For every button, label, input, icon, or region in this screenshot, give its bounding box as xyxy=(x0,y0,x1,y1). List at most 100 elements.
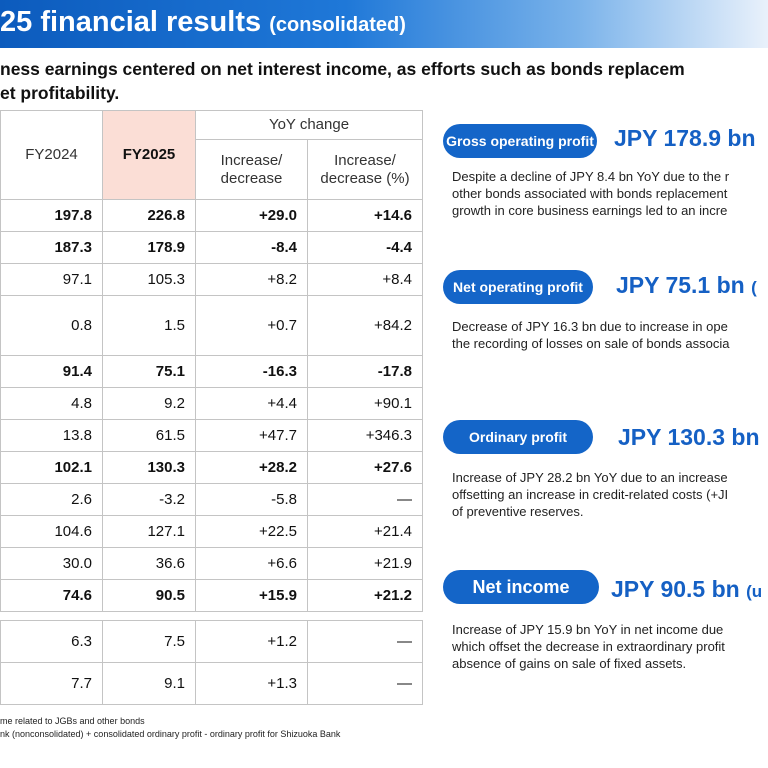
table-row: 74.6 90.5 +15.9 +21.2 xyxy=(0,579,423,612)
cell-fy2025: 9.1 xyxy=(102,662,196,705)
gross-operating-profit-value: JPY 178.9 bn xyxy=(614,125,756,151)
cell-inc: +47.7 xyxy=(195,419,308,452)
cell-fy2025: 178.9 xyxy=(102,231,196,264)
desc-line: Increase of JPY 28.2 bn YoY due to an in… xyxy=(452,470,728,485)
desc-line: of preventive reserves. xyxy=(452,504,584,519)
page-subtitle: (consolidated) xyxy=(269,14,406,36)
net-operating-profit-suffix: ( xyxy=(751,278,757,297)
cell-fy2025: 90.5 xyxy=(102,579,196,612)
net-income-label: Net income xyxy=(443,570,599,604)
table-row: 102.1 130.3 +28.2 +27.6 xyxy=(0,451,423,484)
cell-fy2025: 9.2 xyxy=(102,387,196,420)
col-increase-pct-header: Increase/ decrease (%) xyxy=(307,139,423,200)
table-row: 91.4 75.1 -16.3 -17.8 xyxy=(0,355,423,388)
ordinary-profit-label: Ordinary profit xyxy=(443,420,593,454)
cell-fy2025: 7.5 xyxy=(102,620,196,663)
table-row: 6.3 7.5 +1.2 ― xyxy=(0,620,423,663)
cell-inc: +6.6 xyxy=(195,547,308,580)
ordinary-profit-desc: Increase of JPY 28.2 bn YoY due to an in… xyxy=(452,469,768,520)
footnote-1: me related to JGBs and other bonds xyxy=(0,716,145,726)
cell-inc: +22.5 xyxy=(195,515,308,548)
lead-line-1: ness earnings centered on net interest i… xyxy=(0,59,685,79)
net-operating-profit-value: JPY 75.1 bn ( xyxy=(616,272,757,299)
results-table: FY2024 FY2025 YoY change Increase/ decre… xyxy=(0,110,423,705)
cell-fy2025: 1.5 xyxy=(102,295,196,356)
cell-pct: +90.1 xyxy=(307,387,423,420)
net-operating-profit-amount: JPY 75.1 bn xyxy=(616,272,745,298)
cell-inc: +4.4 xyxy=(195,387,308,420)
cell-fy2024: 4.8 xyxy=(0,387,103,420)
lead-text: ness earnings centered on net interest i… xyxy=(0,57,768,105)
col-fy2025-header: FY2025 xyxy=(102,110,196,200)
table-row: 2.6 -3.2 -5.8 ― xyxy=(0,483,423,516)
cell-fy2024: 91.4 xyxy=(0,355,103,388)
title-bar: 25 financial results (consolidated) xyxy=(0,0,768,48)
cell-fy2025: 226.8 xyxy=(102,199,196,232)
footnote-2: nk (nonconsolidated) + consolidated ordi… xyxy=(0,729,341,739)
cell-inc: +15.9 xyxy=(195,579,308,612)
col-increase-header: Increase/ decrease xyxy=(195,139,308,200)
cell-fy2025: 75.1 xyxy=(102,355,196,388)
table-row: 7.7 9.1 +1.3 ― xyxy=(0,662,423,705)
desc-line: growth in core business earnings led to … xyxy=(452,203,728,218)
cell-pct: +14.6 xyxy=(307,199,423,232)
cell-fy2024: 197.8 xyxy=(0,199,103,232)
cell-inc: +8.2 xyxy=(195,263,308,296)
net-income-desc: Increase of JPY 15.9 bn YoY in net incom… xyxy=(452,621,768,672)
desc-line: the recording of losses on sale of bonds… xyxy=(452,336,730,351)
page-title-text: 25 financial results xyxy=(0,6,262,38)
cell-fy2024: 74.6 xyxy=(0,579,103,612)
table-row: 97.1 105.3 +8.2 +8.4 xyxy=(0,263,423,296)
lead-line-2: et profitability. xyxy=(0,83,120,103)
cell-inc: +29.0 xyxy=(195,199,308,232)
cell-pct: -4.4 xyxy=(307,231,423,264)
table-row: 197.8 226.8 +29.0 +14.6 xyxy=(0,199,423,232)
cell-fy2024: 6.3 xyxy=(0,620,103,663)
cell-fy2025: 61.5 xyxy=(102,419,196,452)
cell-pct: ― xyxy=(307,483,423,516)
page-title: 25 financial results (consolidated) xyxy=(0,6,406,39)
cell-fy2024: 7.7 xyxy=(0,662,103,705)
cell-fy2024: 2.6 xyxy=(0,483,103,516)
cell-pct: +84.2 xyxy=(307,295,423,356)
cell-fy2025: 36.6 xyxy=(102,547,196,580)
cell-fy2024: 13.8 xyxy=(0,419,103,452)
table-row: 13.8 61.5 +47.7 +346.3 xyxy=(0,419,423,452)
gross-operating-profit-desc: Despite a decline of JPY 8.4 bn YoY due … xyxy=(452,168,768,219)
desc-line: offsetting an increase in credit-related… xyxy=(452,487,729,502)
table-row: 187.3 178.9 -8.4 -4.4 xyxy=(0,231,423,264)
cell-inc: +0.7 xyxy=(195,295,308,356)
table-row: 30.0 36.6 +6.6 +21.9 xyxy=(0,547,423,580)
net-income-suffix: (u xyxy=(746,582,763,601)
cell-fy2024: 187.3 xyxy=(0,231,103,264)
net-operating-profit-label: Net operating profit xyxy=(443,270,593,304)
yoy-header: YoY change xyxy=(195,110,423,140)
cell-pct: -17.8 xyxy=(307,355,423,388)
table-row: 4.8 9.2 +4.4 +90.1 xyxy=(0,387,423,420)
desc-line: other bonds associated with bonds replac… xyxy=(452,186,728,201)
net-income-value: JPY 90.5 bn (u xyxy=(611,576,762,603)
cell-inc: -5.8 xyxy=(195,483,308,516)
cell-pct: +8.4 xyxy=(307,263,423,296)
table-row: 104.6 127.1 +22.5 +21.4 xyxy=(0,515,423,548)
desc-line: Increase of JPY 15.9 bn YoY in net incom… xyxy=(452,622,724,637)
desc-line: absence of gains on sale of fixed assets… xyxy=(452,656,687,671)
cell-fy2024: 97.1 xyxy=(0,263,103,296)
cell-pct: +346.3 xyxy=(307,419,423,452)
cell-pct: ― xyxy=(307,620,423,663)
cell-fy2025: 130.3 xyxy=(102,451,196,484)
cell-fy2024: 0.8 xyxy=(0,295,103,356)
gross-operating-profit-label: Gross operating profit xyxy=(443,124,597,158)
cell-fy2025: 105.3 xyxy=(102,263,196,296)
desc-line: which offset the decrease in extraordina… xyxy=(452,639,725,654)
cell-inc: +1.3 xyxy=(195,662,308,705)
cell-pct: +21.4 xyxy=(307,515,423,548)
cell-inc: +1.2 xyxy=(195,620,308,663)
desc-line: Despite a decline of JPY 8.4 bn YoY due … xyxy=(452,169,730,184)
cell-fy2024: 104.6 xyxy=(0,515,103,548)
cell-fy2024: 30.0 xyxy=(0,547,103,580)
col-fy2024-header: FY2024 xyxy=(0,110,103,200)
net-operating-profit-desc: Decrease of JPY 16.3 bn due to increase … xyxy=(452,318,768,352)
cell-fy2025: 127.1 xyxy=(102,515,196,548)
cell-pct: ― xyxy=(307,662,423,705)
